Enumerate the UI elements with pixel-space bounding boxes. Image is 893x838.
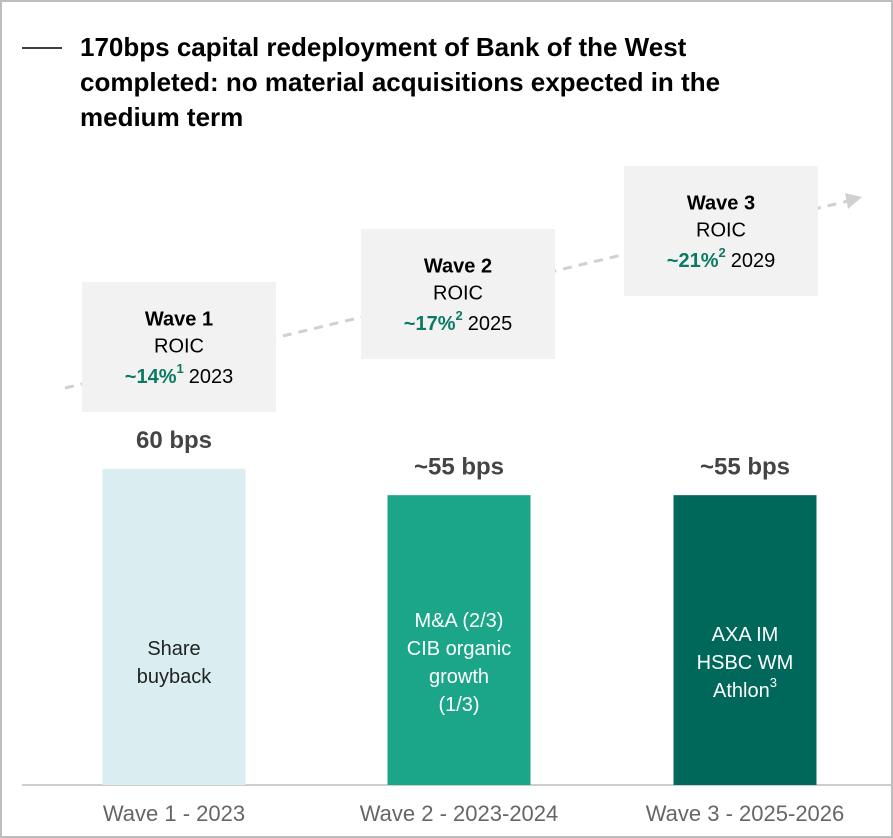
roic-value: ~17% — [404, 313, 456, 335]
wave-metric: ROIC — [433, 282, 483, 304]
bar-label: CIB organic — [407, 638, 512, 660]
bar — [387, 495, 531, 785]
x-tick-label: Wave 1 - 2023 — [103, 801, 245, 826]
bar-label: Athlon3 — [713, 675, 777, 702]
bar-label: M&A (2/3) — [415, 610, 504, 632]
wave-metric: ROIC — [154, 335, 204, 357]
value-label: 60 bps — [136, 427, 212, 454]
x-tick-label: Wave 3 - 2025-2026 — [646, 801, 845, 826]
bar-label: Share — [147, 638, 200, 660]
footnote-mark: 3 — [770, 675, 777, 690]
x-tick-label: Wave 2 - 2023-2024 — [360, 801, 559, 826]
wave-metric: ROIC — [696, 219, 746, 241]
wave-year: 2023 — [189, 366, 234, 388]
wave-value: ~21%2 2029 — [667, 245, 775, 272]
wave-title: Wave 1 — [145, 308, 213, 330]
bar-label: AXA IM — [712, 624, 779, 646]
chart-title: medium term — [80, 102, 243, 132]
bar-label-text: CIB organic — [407, 638, 512, 660]
value-label: ~55 bps — [414, 453, 504, 480]
wave-box — [361, 229, 555, 359]
wave-box — [82, 282, 276, 412]
bar — [673, 495, 817, 785]
bar-label: buyback — [137, 666, 212, 688]
footnote-mark: 2 — [718, 245, 725, 260]
bar-label-text: (1/3) — [438, 694, 479, 716]
wave-value: ~14%1 2023 — [125, 361, 233, 388]
wave-title: Wave 2 — [424, 255, 492, 277]
footnote-mark: 1 — [176, 361, 183, 376]
bar-label-text: Athlon — [713, 680, 770, 702]
value-label: ~55 bps — [700, 453, 790, 480]
wave-value: ~17%2 2025 — [404, 308, 512, 335]
wave-year: 2029 — [731, 250, 776, 272]
wave-title: Wave 3 — [687, 192, 755, 214]
arrow-head — [845, 193, 862, 209]
bar-label-text: growth — [429, 666, 489, 688]
bar-label: growth — [429, 666, 489, 688]
roic-value: ~14% — [125, 366, 177, 388]
bar-label-text: HSBC WM — [697, 652, 794, 674]
roic-value: ~21% — [667, 250, 719, 272]
bar-label-text: M&A (2/3) — [415, 610, 504, 632]
bar-label-text: AXA IM — [712, 624, 779, 646]
wave-box — [624, 166, 818, 296]
bar-label-text: buyback — [137, 666, 212, 688]
bar — [102, 468, 246, 785]
chart-title: 170bps capital redeployment of Bank of t… — [80, 32, 687, 62]
bar-label: HSBC WM — [697, 652, 794, 674]
wave-year: 2025 — [468, 313, 513, 335]
bar-label-text: Share — [147, 638, 200, 660]
bar-label: (1/3) — [438, 694, 479, 716]
chart-title: completed: no material acquisitions expe… — [80, 67, 720, 97]
footnote-mark: 2 — [455, 308, 462, 323]
